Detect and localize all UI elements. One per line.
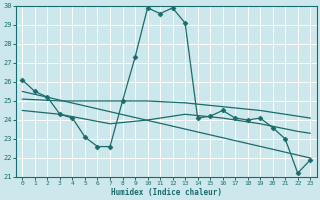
X-axis label: Humidex (Indice chaleur): Humidex (Indice chaleur) [111,188,222,197]
